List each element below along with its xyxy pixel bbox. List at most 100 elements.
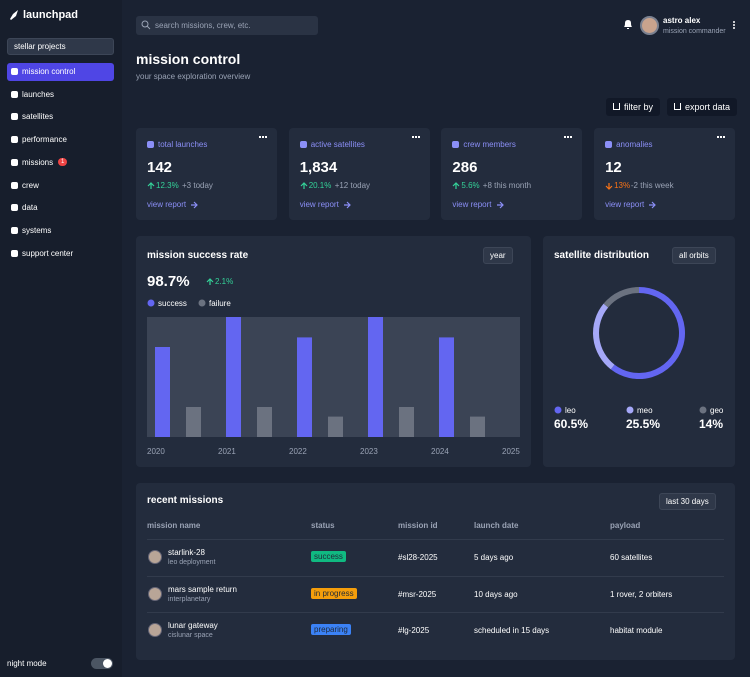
nav-label: support center	[22, 248, 74, 258]
column-header: status	[311, 521, 335, 530]
column-header: launch date	[474, 521, 519, 530]
nav-label: launches	[22, 89, 55, 99]
row-divider	[147, 575, 724, 577]
stat-menu[interactable]	[411, 136, 420, 144]
night-mode-toggle[interactable]	[91, 658, 113, 669]
arrow	[649, 201, 657, 209]
column-header: mission id	[398, 521, 438, 530]
nav-icon	[11, 113, 18, 121]
bar	[328, 416, 343, 437]
x-tick-label: 2024	[431, 447, 449, 456]
launch-date: 5 days ago	[474, 553, 514, 562]
nav-item[interactable]: support center	[7, 245, 114, 263]
stat-label: total launches	[158, 140, 208, 149]
period-select[interactable]: last 30 days	[659, 493, 716, 510]
stat-change: 5.6%	[452, 181, 480, 190]
stat-link[interactable]: view report	[300, 200, 351, 209]
mission-id: #sl28-2025	[398, 553, 438, 562]
nav-item[interactable]: satellites	[7, 108, 114, 126]
bar	[186, 407, 201, 437]
payload: 60 satellites	[610, 553, 653, 562]
stat-link[interactable]: view report	[605, 200, 657, 209]
nav-label: performance	[22, 135, 67, 145]
stat-note: +8 this month	[482, 181, 532, 190]
status-badge: in progress	[311, 587, 357, 599]
search-icon	[141, 20, 151, 30]
link-arrow	[649, 201, 657, 209]
stat-link[interactable]: view report	[147, 200, 198, 209]
button-icon	[613, 103, 620, 110]
nav-item[interactable]: missions 1	[7, 154, 114, 172]
stat-icon	[452, 141, 460, 148]
legend-swatch	[626, 406, 634, 414]
column-header: payload	[610, 521, 641, 530]
mission-sub: leo deployment	[168, 559, 216, 566]
bar	[399, 407, 414, 437]
avatar[interactable]	[640, 16, 659, 35]
legend-label: success	[158, 299, 187, 308]
nav-icon	[11, 204, 18, 212]
stat-label: active satellites	[310, 140, 365, 149]
arrow	[191, 201, 198, 209]
project-select[interactable]: stellar projects	[7, 38, 114, 55]
stat-note: +3 today	[182, 181, 213, 190]
nav-item[interactable]: data	[7, 199, 114, 217]
mission-avatar	[148, 550, 162, 564]
status-badge: preparing	[311, 624, 351, 635]
nav-item[interactable]: performance	[7, 131, 114, 149]
donut-segment	[593, 303, 615, 370]
nav-label: data	[22, 203, 38, 213]
arrow	[605, 183, 613, 190]
stat-menu[interactable]	[564, 136, 573, 144]
page-subtitle: your space exploration overview	[136, 72, 251, 81]
stat-menu[interactable]	[717, 136, 726, 144]
menu-icon[interactable]	[732, 20, 736, 31]
stat-card: active satellites 1,834 20.1% +12 today view…	[288, 128, 430, 220]
legend-label: leo	[565, 406, 576, 415]
year-select[interactable]: year	[483, 247, 513, 264]
brand: launchpad	[23, 9, 79, 21]
trend-arrow	[452, 182, 460, 189]
column-header: mission name	[147, 521, 201, 530]
bell-icon[interactable]	[623, 19, 633, 30]
chart-title: satellite distribution	[554, 250, 650, 261]
brand-icon	[10, 10, 18, 20]
page-title: mission control	[136, 51, 241, 67]
x-tick-label: 2023	[360, 447, 378, 456]
launch-date: scheduled in 15 days	[474, 626, 550, 635]
legend-label: meo	[637, 406, 653, 415]
stat-icon	[299, 141, 307, 148]
nav-icon	[11, 68, 18, 75]
mission-avatar	[148, 586, 162, 601]
arrow	[147, 182, 155, 189]
mission-id: #msr-2025	[398, 589, 437, 599]
stat-change: 20.1%	[300, 181, 331, 190]
launch-date: 10 days ago	[474, 589, 518, 599]
orbit-select[interactable]: all orbits	[672, 247, 716, 264]
value-label: 25.5%	[626, 417, 660, 431]
nav-item[interactable]: crew	[7, 177, 114, 195]
nav-label: satellites	[22, 112, 54, 122]
trend-arrow	[300, 182, 308, 189]
nav-icon	[11, 158, 18, 166]
link-arrow	[496, 201, 504, 209]
nav-item[interactable]: systems	[7, 222, 114, 240]
row-divider	[147, 612, 724, 613]
filter-button[interactable]: filter by	[606, 98, 661, 116]
stat-link[interactable]: view report	[452, 200, 504, 209]
chart-title: mission success rate	[147, 250, 249, 261]
bar	[226, 317, 241, 437]
stat-menu[interactable]	[259, 136, 267, 144]
export-button[interactable]: export data	[667, 98, 738, 116]
search[interactable]: search missions, crew, etc.	[136, 16, 318, 35]
nav-item[interactable]: mission control	[7, 63, 114, 81]
arrow	[300, 182, 308, 189]
bar	[470, 416, 485, 437]
nav-icon	[11, 249, 18, 257]
nav-item[interactable]: launches	[7, 86, 114, 104]
payload: habitat module	[610, 626, 663, 635]
bar	[368, 317, 383, 437]
x-tick-label: 2021	[218, 447, 236, 456]
nav-badge: 1	[58, 157, 68, 166]
row-divider	[147, 539, 724, 540]
